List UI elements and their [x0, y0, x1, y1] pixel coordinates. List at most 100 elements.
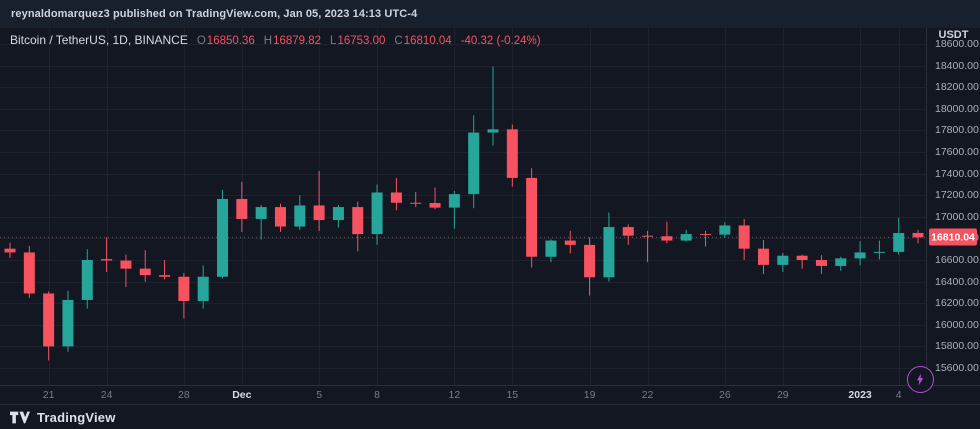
candle-body: [101, 259, 113, 261]
candle-body: [700, 234, 712, 236]
price-axis-label: 16000.00: [935, 318, 979, 331]
candle-body: [854, 252, 866, 259]
time-axis-label: 4: [895, 389, 902, 401]
ohlc-low-value: 16753.00: [337, 35, 386, 47]
candle-body: [274, 207, 286, 227]
candle-body: [584, 244, 596, 278]
candle-body: [23, 252, 35, 294]
price-axis-label: 18000.00: [935, 102, 979, 115]
time-axis-label: 19: [583, 389, 596, 401]
tradingview-wordmark[interactable]: TradingView: [37, 409, 116, 425]
candle-body: [217, 198, 229, 277]
candle-body: [622, 227, 634, 236]
time-axis-label: 12: [448, 389, 461, 401]
candle-body: [468, 132, 480, 195]
chart-area: Bitcoin / TetherUS, 1D, BINANCE O16850.3…: [0, 28, 980, 385]
ohlc-high: H16879.82: [264, 35, 321, 47]
ohlc-low: L16753.00: [330, 35, 385, 47]
time-axis-label: 5: [316, 389, 323, 401]
candle-body: [352, 207, 364, 235]
chart-legend: Bitcoin / TetherUS, 1D, BINANCE O16850.3…: [10, 33, 541, 47]
candle-body: [777, 255, 789, 265]
price-axis-label: 15600.00: [935, 362, 979, 374]
price-axis-label: 17800.00: [935, 124, 979, 137]
time-axis-label: Dec: [232, 389, 252, 401]
ohlc-open: O16850.36: [197, 35, 255, 47]
symbol-title[interactable]: Bitcoin / TetherUS, 1D, BINANCE: [10, 33, 188, 47]
candle-body: [603, 227, 615, 278]
lightning-button[interactable]: [907, 366, 934, 393]
candle-body: [796, 255, 808, 260]
candle-body: [873, 251, 885, 253]
candle-body: [757, 248, 769, 265]
price-axis-label: 15800.00: [935, 340, 979, 353]
candle-body: [410, 202, 422, 204]
tradingview-logo-icon[interactable]: [10, 411, 30, 424]
price-axis-label: 16200.00: [935, 297, 979, 310]
ohlc-open-letter: O: [196, 35, 206, 47]
time-axis-label: 8: [374, 389, 380, 401]
price-axis-label: 17600.00: [935, 146, 979, 158]
candle-body: [429, 202, 441, 208]
candle-body: [178, 276, 190, 302]
candle-body: [139, 268, 151, 276]
candle-body: [835, 258, 847, 266]
price-axis-label: 18400.00: [935, 59, 979, 72]
time-axis-label: 15: [506, 389, 519, 401]
publish-info-bar: reynaldomarquez3 published on TradingVie…: [0, 0, 980, 28]
candle-body: [487, 129, 499, 133]
candle-body: [545, 240, 557, 257]
time-axis-label: 2023: [848, 389, 872, 401]
ohlc-high-value: 16879.82: [273, 35, 322, 47]
candle-body: [371, 192, 383, 235]
chart-plot[interactable]: Bitcoin / TetherUS, 1D, BINANCE O16850.3…: [0, 28, 926, 385]
candle-body: [294, 205, 306, 227]
candle-body: [236, 198, 248, 219]
candle-body: [564, 240, 576, 245]
candle-body: [506, 129, 518, 178]
candle-body: [815, 260, 827, 266]
price-axis-label: 17000.00: [935, 210, 979, 223]
time-axis-label: 24: [100, 389, 113, 401]
candlestick-canvas[interactable]: [0, 28, 926, 385]
time-axis[interactable]: 21 24 28 Dec 5 8 12 15 19 22 26 29 2023 4: [0, 385, 980, 404]
ohlc-high-letter: H: [263, 35, 273, 47]
ohlc-close-value: 16810.04: [403, 35, 452, 47]
ohlc-close-letter: C: [394, 35, 403, 47]
candle-body: [4, 248, 16, 253]
candle-body: [332, 207, 344, 221]
candle-body: [912, 232, 924, 238]
candle-body: [680, 234, 692, 241]
candle-body: [313, 205, 325, 221]
tradingview-footer: TradingView: [0, 404, 980, 429]
time-axis-label: 22: [641, 389, 654, 401]
candle-body: [62, 299, 74, 347]
candle-body: [642, 235, 654, 237]
time-axis-label: 26: [718, 389, 731, 401]
price-axis-label: 18200.00: [935, 81, 979, 94]
candle-body: [526, 177, 538, 257]
price-axis-label: 18600.00: [935, 38, 979, 50]
publish-info-text: reynaldomarquez3 published on TradingVie…: [11, 8, 418, 20]
change-value: -40.32 (-0.24%): [460, 35, 541, 47]
candle-body: [159, 275, 171, 277]
candle-body: [390, 192, 402, 203]
candle-body: [893, 233, 905, 252]
candle-body: [448, 194, 460, 208]
candle-body: [661, 236, 673, 241]
candle-body: [43, 293, 55, 347]
ohlc-low-letter: L: [330, 35, 337, 47]
lightning-bolt-icon: [916, 373, 924, 386]
candle-body: [81, 260, 93, 300]
price-axis-label: 16600.00: [935, 254, 979, 266]
candle-body: [120, 260, 132, 269]
candle-body: [197, 276, 209, 302]
price-axis-label: 16400.00: [935, 275, 979, 288]
time-axis-label: 29: [776, 389, 789, 401]
candle-body: [738, 225, 750, 249]
price-axis-label: 17200.00: [935, 189, 979, 202]
price-axis[interactable]: USDT 18600.00 18400.00 18200.00 18000.00 178…: [926, 28, 980, 385]
price-axis-label: 17400.00: [935, 167, 979, 180]
candle-body: [255, 207, 267, 219]
